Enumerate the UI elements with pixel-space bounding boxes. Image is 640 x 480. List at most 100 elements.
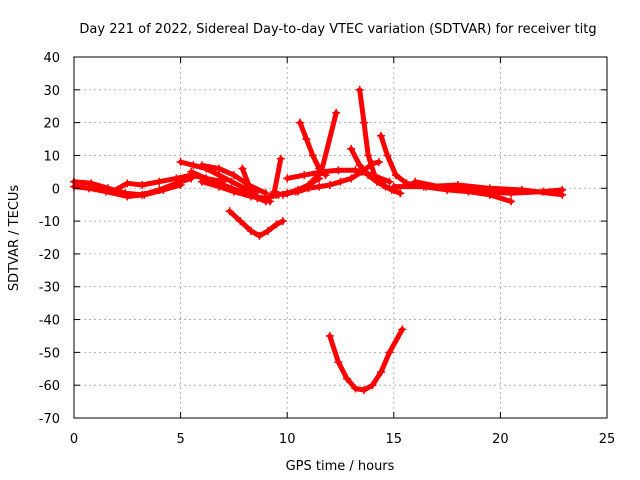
y-tick-label: 10	[43, 149, 60, 164]
y-tick-label: -40	[39, 314, 60, 329]
data-point	[295, 118, 304, 127]
data-point	[398, 325, 407, 334]
axis-ticks	[73, 56, 608, 419]
chart-title: Day 221 of 2022, Sidereal Day-to-day VTE…	[79, 22, 596, 37]
x-tick-label: 0	[70, 432, 78, 447]
data-point	[332, 108, 341, 117]
y-tick-label: 20	[43, 117, 60, 132]
data-point	[255, 231, 264, 240]
data-point	[283, 174, 292, 183]
x-axis-label: GPS time / hours	[286, 459, 395, 474]
data-point	[381, 182, 390, 191]
x-tick-label: 20	[492, 432, 509, 447]
data-point	[91, 184, 100, 193]
data-point	[229, 171, 238, 180]
data-point	[227, 177, 236, 186]
data-point	[300, 171, 309, 180]
data-point	[364, 171, 373, 180]
data-point	[558, 185, 567, 194]
data-point	[304, 184, 313, 193]
y-tick-labels: -70 -60 -50 -40 -30 -20 -10 0 10 20 30 40	[39, 51, 60, 427]
data-point	[261, 194, 270, 203]
data-point	[391, 171, 400, 180]
data-point	[225, 207, 234, 216]
data-point	[108, 187, 117, 196]
data-point	[123, 179, 132, 188]
x-tick-labels: 0 5 10 15 20 25	[70, 432, 615, 447]
data-point	[272, 220, 281, 229]
data-point	[507, 197, 516, 206]
data-series	[70, 85, 567, 395]
data-point	[197, 177, 206, 186]
y-tick-label: 30	[43, 84, 60, 99]
data-point	[411, 177, 420, 186]
data-point	[278, 217, 287, 226]
data-point	[336, 177, 345, 186]
series-track-h	[239, 156, 284, 204]
data-point	[229, 187, 238, 196]
data-point	[140, 190, 149, 199]
data-point	[374, 158, 383, 167]
y-tick-label: -60	[39, 379, 60, 394]
data-point	[355, 85, 364, 94]
data-point	[138, 180, 147, 189]
data-point	[293, 187, 302, 196]
y-tick-label: 0	[52, 182, 60, 197]
data-point	[342, 374, 351, 383]
data-point	[334, 358, 343, 367]
data-point	[197, 161, 206, 170]
data-point	[187, 167, 196, 176]
data-point	[334, 166, 343, 175]
y-tick-label: -10	[39, 215, 60, 230]
y-tick-label: -50	[39, 346, 60, 361]
data-point	[315, 182, 324, 191]
data-point	[155, 177, 164, 186]
grid-lines	[74, 57, 607, 418]
data-point	[172, 174, 181, 183]
x-tick-label: 10	[279, 432, 296, 447]
data-point	[189, 161, 198, 170]
data-point	[214, 164, 223, 173]
series-track-s	[227, 208, 286, 239]
data-point	[443, 184, 452, 193]
data-point	[377, 368, 386, 377]
data-point	[507, 189, 516, 198]
data-point	[278, 190, 287, 199]
data-point	[308, 151, 317, 160]
data-point	[176, 158, 185, 167]
data-point	[355, 161, 364, 170]
y-axis-label: SDTVAR / TECUs	[7, 185, 22, 292]
data-point	[385, 177, 394, 186]
data-point	[372, 177, 381, 186]
data-point	[539, 187, 548, 196]
x-tick-label: 5	[176, 432, 184, 447]
data-point	[317, 167, 326, 176]
data-point	[176, 180, 185, 189]
data-point	[389, 182, 398, 191]
y-tick-label: -20	[39, 248, 60, 263]
data-point	[475, 187, 484, 196]
data-point	[159, 185, 168, 194]
data-point	[253, 194, 262, 203]
data-point	[325, 180, 334, 189]
data-point	[238, 164, 247, 173]
data-point	[385, 348, 394, 357]
data-point	[351, 384, 360, 393]
series-track-t	[327, 326, 405, 393]
y-tick-label: -70	[39, 412, 60, 427]
data-point	[377, 131, 386, 140]
plot-frame	[73, 56, 608, 419]
data-point	[325, 331, 334, 340]
x-tick-label: 15	[386, 432, 403, 447]
data-point	[264, 226, 273, 235]
data-point	[302, 135, 311, 144]
data-point	[87, 179, 96, 188]
data-point	[276, 154, 285, 163]
data-point	[396, 189, 405, 198]
data-point	[236, 217, 245, 226]
data-point	[368, 381, 377, 390]
data-point	[214, 182, 223, 191]
y-tick-label: 40	[43, 51, 60, 66]
data-point	[359, 118, 368, 127]
